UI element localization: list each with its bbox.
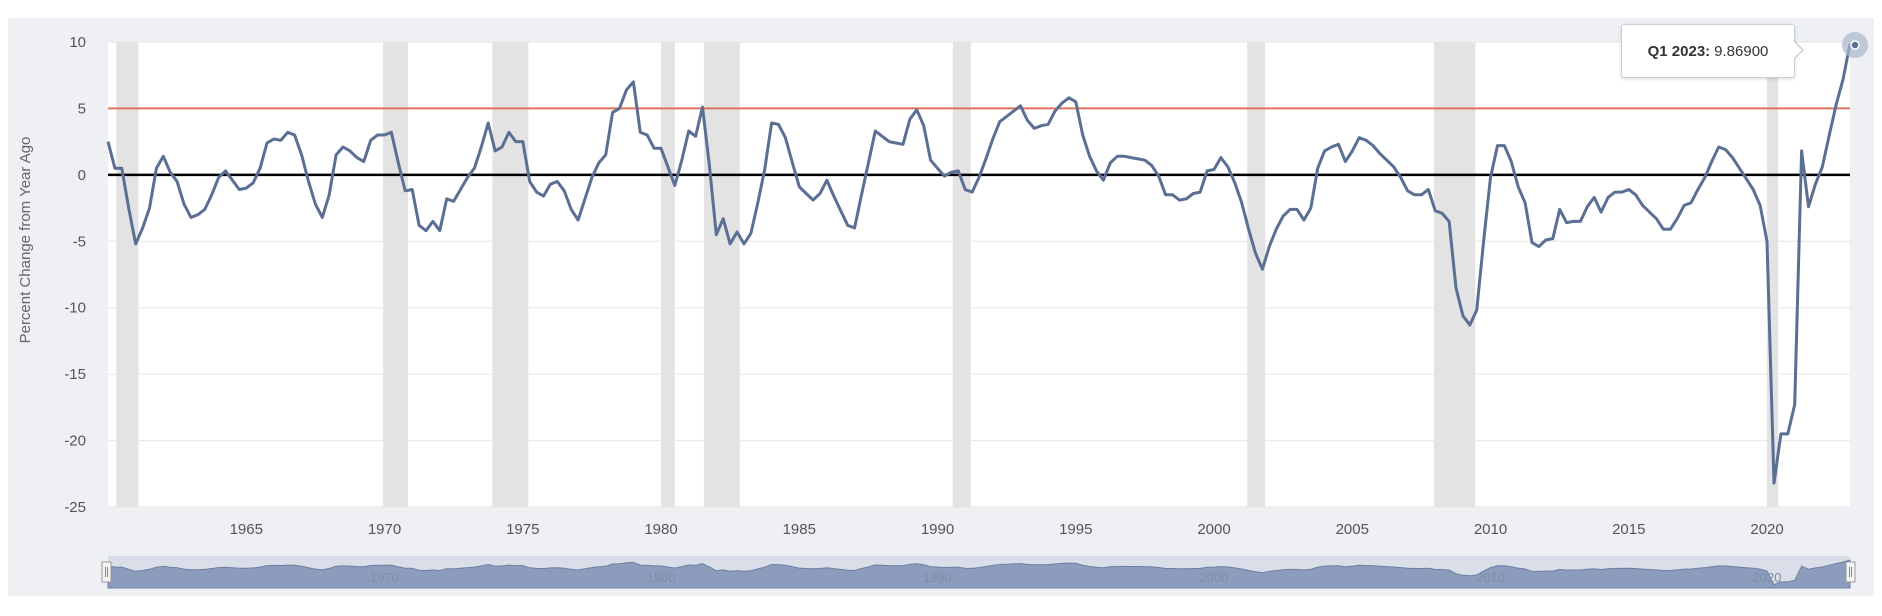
- tooltip-arrow-inner: [1793, 41, 1802, 59]
- x-tick-label: 2015: [1612, 521, 1645, 538]
- x-tick-label: 2020: [1750, 521, 1783, 538]
- y-tick-label: -5: [73, 233, 86, 250]
- navigator-label: 2020: [1753, 570, 1782, 585]
- recession-band: [1247, 42, 1265, 507]
- y-tick-label: -15: [64, 366, 86, 383]
- x-tick-label: 2005: [1336, 521, 1369, 538]
- y-tick-label: 5: [78, 100, 86, 117]
- x-tick-label: 2010: [1474, 521, 1507, 538]
- x-tick-label: 1995: [1059, 521, 1092, 538]
- x-tick-label: 1975: [506, 521, 539, 538]
- x-tick-label: 1985: [783, 521, 816, 538]
- hover-point[interactable]: [1851, 41, 1859, 49]
- y-tick-label: -10: [64, 300, 86, 317]
- y-tick-label: -25: [64, 499, 86, 516]
- recession-band: [116, 42, 138, 507]
- x-tick-label: 1965: [230, 521, 263, 538]
- data-tooltip: Q1 2023: 9.86900: [1621, 24, 1795, 78]
- navigator-handle-left[interactable]: [102, 562, 111, 582]
- x-tick-label: 1980: [644, 521, 677, 538]
- y-tick-label: 10: [69, 34, 86, 51]
- recession-band: [953, 42, 971, 507]
- navigator-label: 2000: [1200, 570, 1229, 585]
- navigator-label: 1980: [647, 570, 676, 585]
- navigator-label: 2010: [1476, 570, 1505, 585]
- y-tick-label: 0: [78, 167, 86, 184]
- navigator-label: 1990: [923, 570, 952, 585]
- y-tick-label: -20: [64, 433, 86, 450]
- x-tick-label: 1990: [921, 521, 954, 538]
- plot-area: [108, 42, 1850, 507]
- recession-band: [704, 42, 740, 507]
- tooltip-value: 9.86900: [1714, 43, 1768, 60]
- range-navigator[interactable]: 1970 1980 1990 2000 2010 2020: [102, 556, 1855, 588]
- recession-band: [383, 42, 408, 507]
- navigator-handle-right[interactable]: [1846, 562, 1855, 582]
- y-axis-label: Percent Change from Year Ago: [17, 137, 34, 344]
- recession-band: [661, 42, 675, 507]
- navigator-label: 1970: [370, 570, 399, 585]
- x-tick-label: 1970: [368, 521, 401, 538]
- x-tick-label: 2000: [1197, 521, 1230, 538]
- recession-band: [492, 42, 528, 507]
- tooltip-label: Q1 2023:: [1648, 43, 1711, 60]
